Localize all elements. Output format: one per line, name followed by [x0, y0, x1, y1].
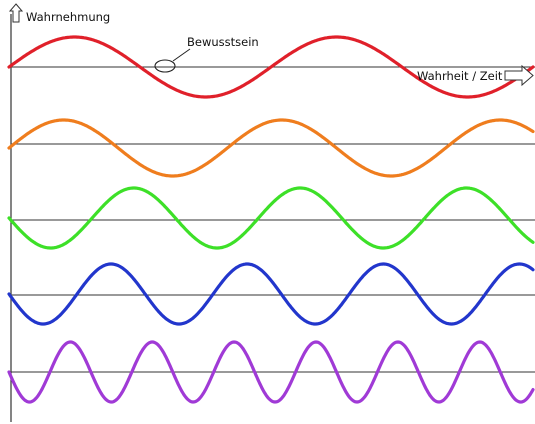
wave-blue [7, 262, 535, 326]
y-axis-label: Wahrnehmung [26, 10, 110, 24]
baselines [11, 66, 535, 373]
x-axis-label: Wahrheit / Zeit [417, 69, 503, 83]
annotation-label: Bewusstsein [187, 35, 259, 49]
waves [7, 35, 535, 404]
intersection-marker [154, 59, 176, 73]
wave-orange [7, 118, 535, 178]
wave-red [7, 35, 535, 99]
wave-purple [7, 340, 535, 404]
annotation-pointer [172, 48, 191, 62]
right-arrow-icon [504, 64, 534, 87]
up-arrow-icon [8, 3, 24, 23]
wave-green [7, 186, 535, 250]
